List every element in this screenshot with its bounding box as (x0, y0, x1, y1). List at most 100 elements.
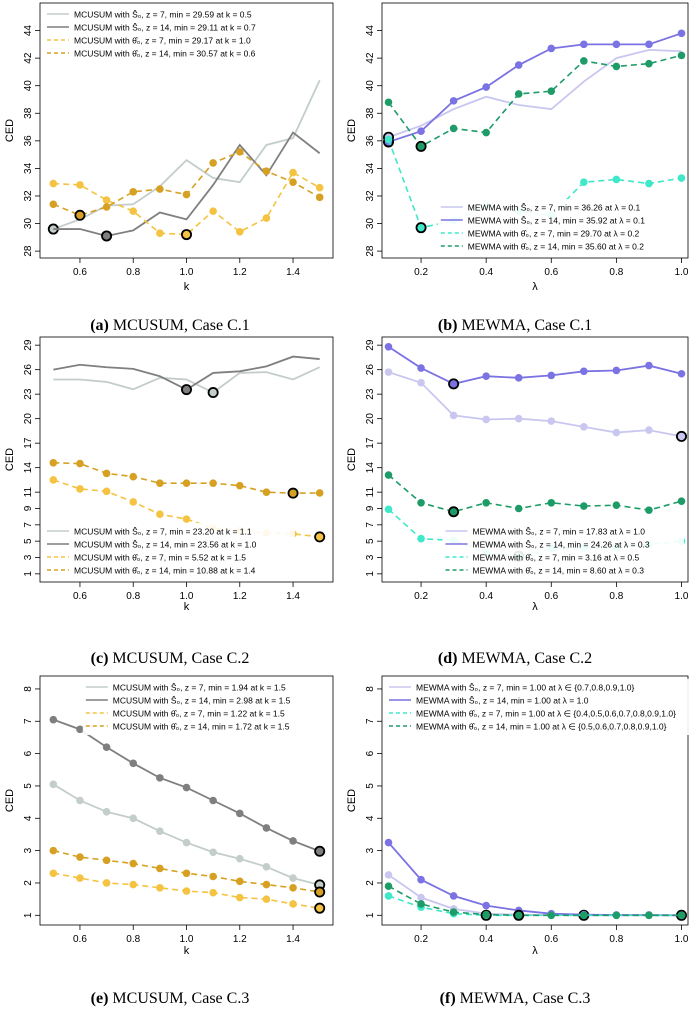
data-point (49, 200, 58, 209)
data-point (289, 178, 297, 186)
data-point (514, 61, 523, 69)
series-3 (49, 168, 324, 241)
data-point (156, 479, 164, 487)
y-tick-label: 2 (23, 880, 34, 886)
series-line (387, 874, 682, 917)
caption-label: (d) (437, 650, 458, 667)
data-point (262, 167, 271, 175)
data-point (129, 207, 138, 215)
legend-label: MEWMA with Ŝ₀, z = 7, min = 36.26 at λ =… (468, 203, 641, 213)
data-point (235, 228, 244, 236)
legend-label: MEWMA with θ̂₀, z = 14, min = 1.00 at λ … (416, 722, 667, 732)
legend: MCUSUM with Ŝ₀, z = 7, min = 23.20 at k … (44, 523, 295, 579)
legend-background (386, 679, 690, 735)
series-1 (49, 780, 326, 891)
y-tick-label: 11 (365, 487, 376, 498)
legend-label: MEWMA with θ̂₀, z = 7, min = 1.00 at λ ∈… (416, 709, 676, 719)
data-point (182, 838, 191, 847)
data-point (76, 485, 84, 493)
legend-label: MCUSUM with Ŝ₀, z = 7, min = 29.59 at k … (74, 10, 252, 20)
data-point (645, 40, 653, 49)
minimum-marker (314, 845, 326, 857)
y-tick-label: 26 (365, 364, 376, 376)
data-point (102, 743, 111, 751)
x-axis-label: λ (532, 945, 538, 957)
data-point (677, 497, 686, 505)
data-point (315, 489, 324, 497)
data-point (262, 862, 271, 871)
data-point (262, 214, 271, 222)
caption-text: MEWMA, Case C.3 (459, 990, 591, 1007)
caption-label: (b) (437, 317, 458, 334)
series-line (53, 79, 321, 230)
y-tick-label: 40 (23, 80, 34, 92)
data-point (235, 481, 244, 490)
legend: MCUSUM with Ŝ₀, z = 7, min = 29.59 at k … (44, 6, 295, 62)
legend-label: MCUSUM with θ̂₀, z = 7, min = 1.22 at k … (113, 709, 285, 719)
legend-background (44, 523, 295, 579)
x-axis-label: λ (532, 601, 538, 613)
series-2 (53, 131, 321, 242)
plot-frame (381, 675, 689, 926)
x-tick-label: 1.0 (675, 934, 689, 945)
series-line (388, 32, 682, 143)
x-tick-label: 0.8 (609, 934, 623, 945)
data-point (49, 179, 58, 188)
y-tick-label: 4 (365, 815, 376, 821)
y-tick-label: 7 (23, 718, 34, 724)
series-line (388, 371, 682, 438)
series-1 (383, 48, 682, 143)
caption-label: (f) (439, 990, 456, 1007)
minimum-marker (207, 387, 219, 399)
data-point (129, 759, 138, 768)
y-tick-label: 9 (23, 505, 34, 511)
chart-panel-a: 0.6 0.8 1.0 1.2 1.4 28 30 32 34 36 38 40 42 44 k CED MCU… (4, 2, 334, 293)
series-4 (384, 882, 686, 921)
y-tick-label: 23 (23, 388, 34, 400)
data-point (262, 824, 271, 832)
data-point (209, 888, 217, 897)
data-point (76, 725, 84, 734)
data-point (129, 188, 138, 196)
data-point (580, 911, 588, 920)
legend-label: MCUSUM with θ̂₀, z = 14, min = 30.57 at … (74, 49, 256, 59)
x-tick-label: 0.6 (73, 267, 87, 278)
x-tick-label: 1.2 (233, 267, 247, 278)
data-point (49, 458, 58, 467)
chart-panel-e: 0.6 0.8 1.0 1.2 1.4 1 2 3 4 5 6 7 8 k CED MCUSUM with Ŝ… (4, 675, 334, 957)
data-point (417, 498, 425, 507)
data-point (547, 371, 556, 380)
data-point (102, 196, 111, 204)
y-tick-label: 36 (23, 135, 34, 147)
minimum-marker (180, 229, 192, 241)
data-point (182, 515, 191, 523)
series-2 (384, 343, 686, 390)
data-point (612, 366, 621, 375)
y-tick-label: 20 (23, 413, 34, 425)
data-point (262, 895, 271, 903)
data-point (209, 796, 217, 805)
data-point (49, 476, 58, 484)
chart-panel-b: 0.2 0.4 0.6 0.8 1.0 28 30 32 34 36 38 40 42 44 λ CED MEW… (346, 2, 689, 293)
data-point (482, 415, 490, 424)
series-4 (49, 458, 324, 499)
caption-label: (e) (90, 990, 109, 1007)
x-tick-label: 1.0 (180, 267, 194, 278)
minimum-marker (415, 140, 427, 152)
y-tick-label: 42 (23, 52, 34, 64)
series-1 (47, 79, 321, 235)
data-point (49, 715, 58, 724)
series-1 (53, 366, 321, 399)
series-4 (384, 471, 686, 518)
x-tick-label: 0.2 (414, 591, 428, 602)
y-tick-label: 14 (23, 462, 34, 474)
data-point (102, 856, 111, 865)
x-tick-label: 0.6 (73, 591, 87, 602)
y-tick-label: 34 (365, 162, 376, 174)
data-point (384, 471, 393, 479)
data-point (514, 414, 523, 423)
plot-frame (381, 336, 689, 583)
data-point (384, 505, 393, 514)
data-point (417, 534, 425, 543)
data-point (76, 181, 84, 189)
